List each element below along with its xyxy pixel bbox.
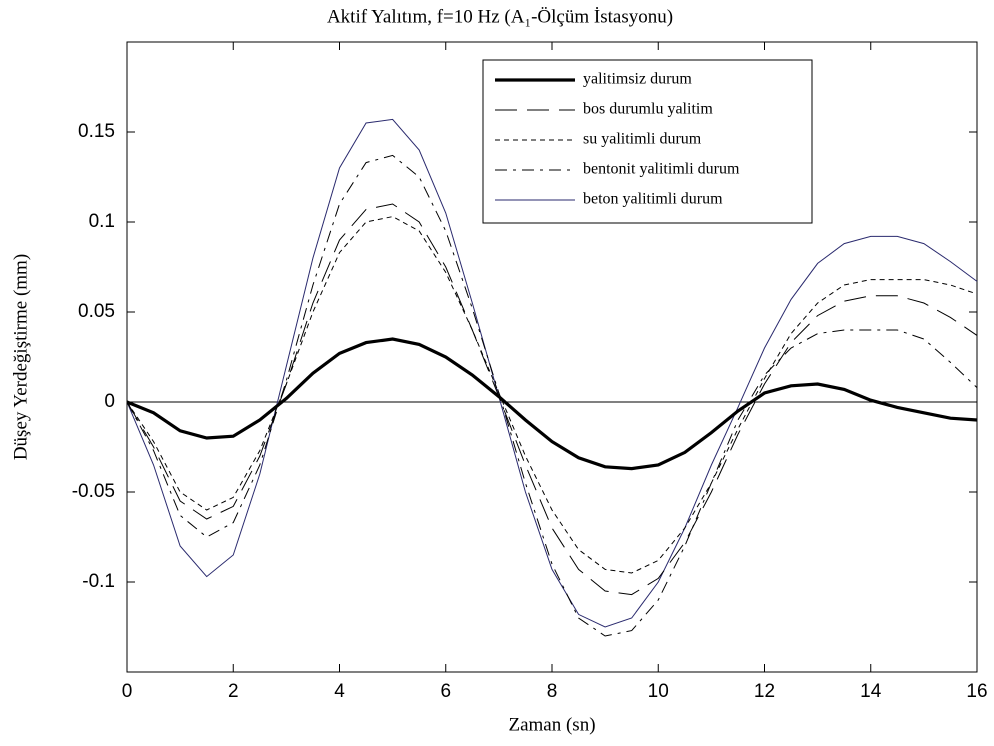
x-tick-label: 16 bbox=[966, 681, 987, 702]
x-tick-label: 4 bbox=[334, 681, 345, 702]
x-tick-label: 8 bbox=[547, 681, 558, 702]
x-tick-label: 0 bbox=[122, 681, 133, 702]
x-tick-label: 12 bbox=[754, 681, 775, 702]
series-line bbox=[126, 337, 978, 471]
y-tick-label: -0.05 bbox=[72, 481, 115, 502]
series-line bbox=[126, 203, 978, 596]
y-tick-label: 0 bbox=[104, 391, 115, 412]
legend-label: beton yalitimli durum bbox=[583, 191, 723, 208]
y-tick-label: -0.1 bbox=[82, 571, 115, 592]
legend-box bbox=[482, 59, 813, 224]
legend-label: bentonit yalitimli durum bbox=[583, 161, 740, 178]
x-tick-label: 6 bbox=[440, 681, 451, 702]
y-tick-label: 0.1 bbox=[89, 211, 115, 232]
chart-title: Aktif Yalıtım, f=10 Hz (A₁-Ölçüm İstasyo… bbox=[327, 6, 673, 27]
x-tick-label: 10 bbox=[648, 681, 669, 702]
series-line bbox=[126, 216, 978, 574]
legend-label: su yalitimli durum bbox=[583, 131, 702, 148]
x-axis-label: Zaman (sn) bbox=[508, 714, 595, 735]
legend-label: bos durumlu yalitim bbox=[583, 101, 713, 118]
legend-label: yalitimsiz durum bbox=[583, 71, 692, 88]
y-axis-label: Düşey Yerdeğiştirme (mm) bbox=[10, 254, 31, 460]
y-tick-label: 0.15 bbox=[78, 121, 115, 142]
y-tick-label: 0.05 bbox=[78, 301, 115, 322]
x-tick-label: 14 bbox=[860, 681, 882, 702]
series-line bbox=[126, 154, 978, 637]
x-tick-label: 2 bbox=[228, 681, 239, 702]
